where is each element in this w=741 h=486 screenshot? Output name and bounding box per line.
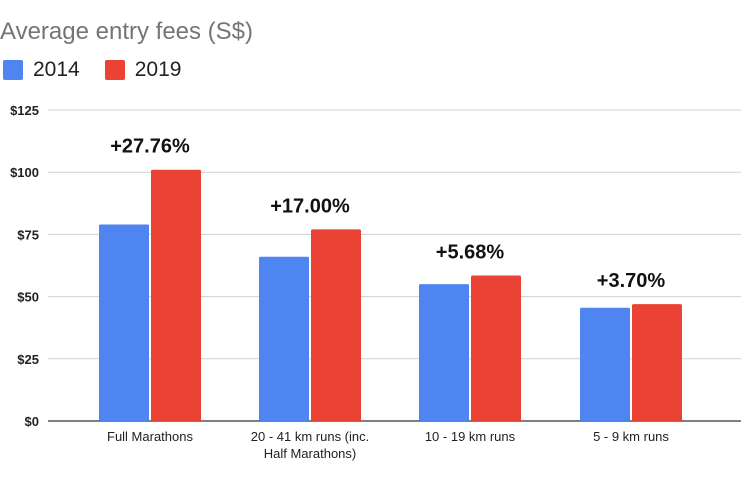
y-tick-label: $50 bbox=[17, 290, 39, 305]
legend-label-2019: 2019 bbox=[134, 58, 182, 81]
legend-label-2014: 2014 bbox=[33, 58, 80, 81]
y-tick-label: $75 bbox=[17, 227, 39, 242]
y-tick-label: $125 bbox=[10, 103, 39, 118]
bar-2019-0 bbox=[151, 169, 201, 421]
legend-item-2019: 2019 bbox=[104, 58, 182, 82]
x-tick-label: 10 - 19 km runs bbox=[425, 429, 516, 444]
bar-2014-1 bbox=[259, 256, 309, 421]
bar-2019-2 bbox=[471, 275, 521, 421]
y-tick-label: $0 bbox=[25, 414, 39, 429]
annotation-label: +3.70% bbox=[597, 270, 666, 292]
chart-title: Average entry fees (S$) bbox=[0, 18, 254, 45]
annotation-label: +5.68% bbox=[436, 241, 505, 263]
bar-2014-3 bbox=[580, 307, 630, 421]
x-tick-label: Half Marathons) bbox=[264, 446, 356, 461]
bar-2019-1 bbox=[311, 229, 361, 421]
x-tick-label: Full Marathons bbox=[107, 429, 193, 444]
chart-legend: 2014 2019 bbox=[3, 58, 206, 82]
x-tick-label: 20 - 41 km runs (inc. bbox=[251, 429, 370, 444]
annotation-label: +27.76% bbox=[110, 136, 190, 158]
bar-2019-3 bbox=[632, 304, 682, 421]
y-tick-label: $25 bbox=[17, 352, 39, 367]
annotation-label: +17.00% bbox=[270, 195, 350, 217]
bar-2014-2 bbox=[419, 284, 469, 421]
legend-swatch-2019 bbox=[104, 60, 125, 80]
legend-item-2014: 2014 bbox=[3, 58, 80, 82]
legend-swatch-2014 bbox=[3, 60, 23, 80]
x-tick-label: 5 - 9 km runs bbox=[593, 429, 669, 444]
bar-2014-0 bbox=[99, 224, 149, 421]
y-tick-label: $100 bbox=[10, 165, 39, 180]
